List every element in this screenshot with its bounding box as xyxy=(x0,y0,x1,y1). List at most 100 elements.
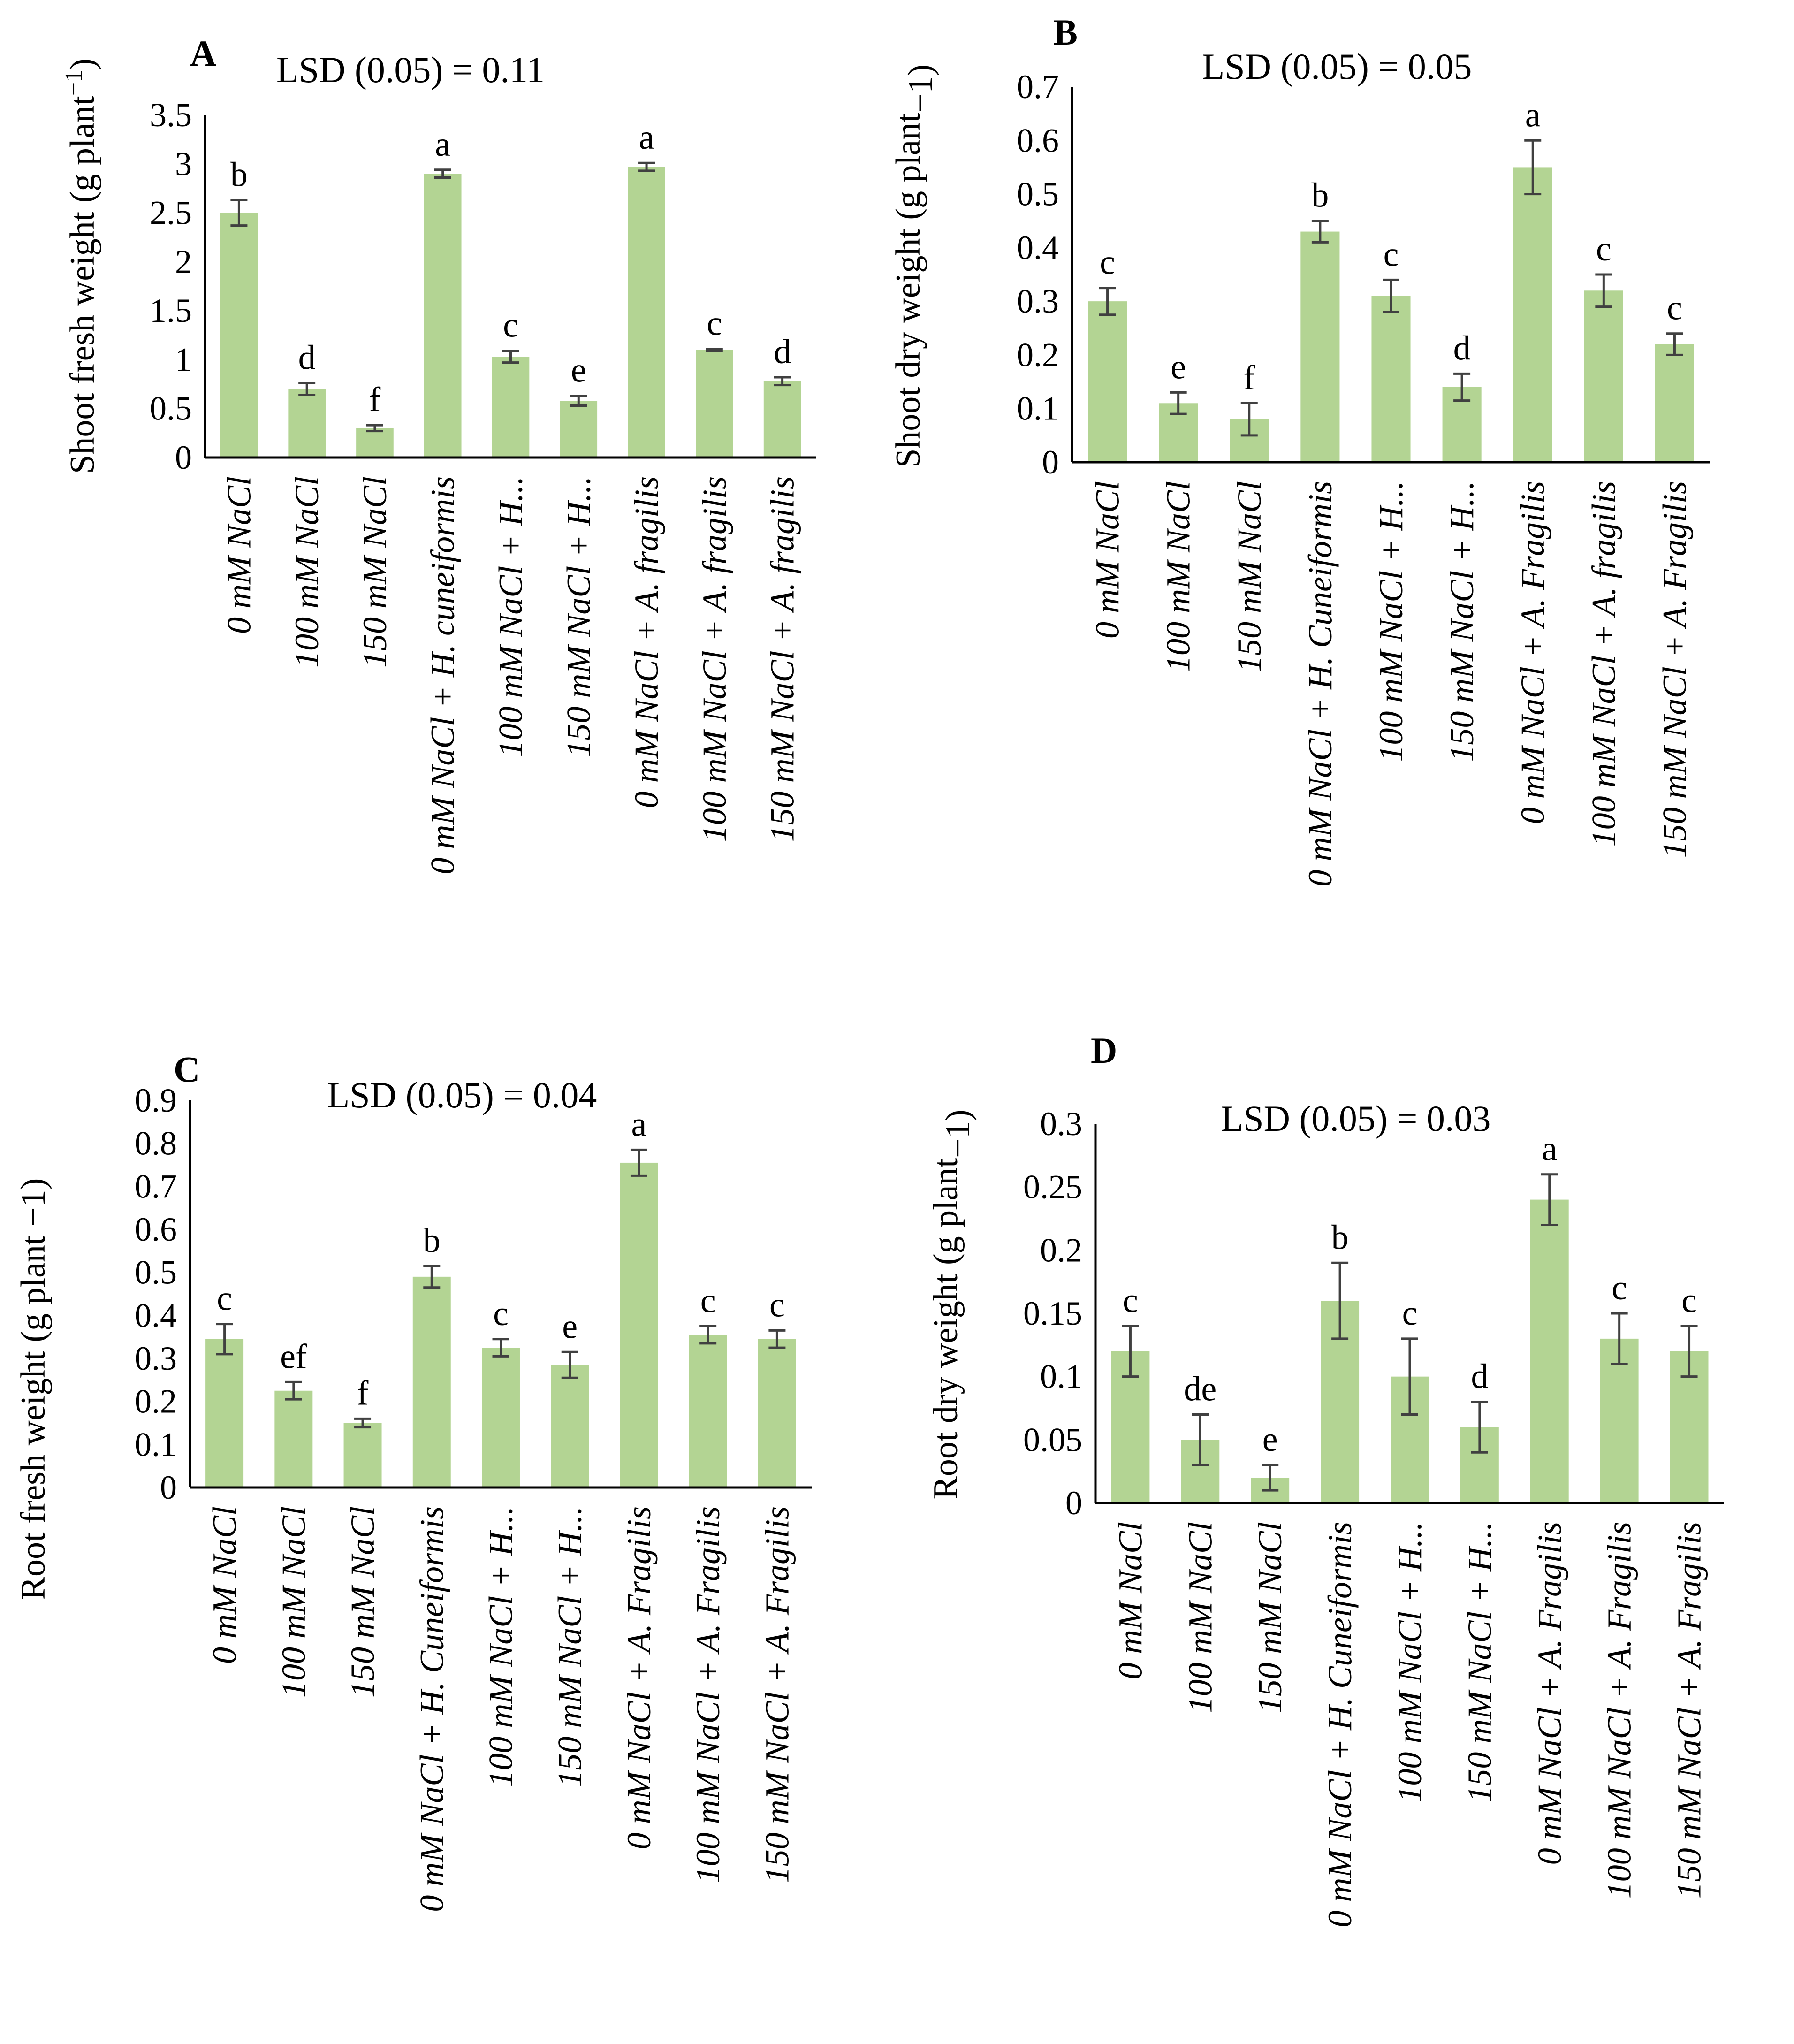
panel-c-significance-letter: b xyxy=(423,1221,441,1260)
panel-a-y-axis-title: Shoot fresh weight (g plant−1) xyxy=(61,58,102,474)
panel-b-significance-letter: c xyxy=(1100,244,1115,282)
panel-d-x-tick-label: 0 mM NaCl + H. Cuneiformis xyxy=(1321,1522,1359,1928)
panel-c-bar xyxy=(689,1335,727,1487)
panel-c-significance-letter: c xyxy=(217,1280,232,1318)
panel-d-error-bar xyxy=(1680,1325,1698,1378)
panel-d-significance-letter: de xyxy=(1184,1370,1216,1408)
panel-c-y-tick-label: 0.3 xyxy=(135,1340,177,1377)
panel-c-error-bar xyxy=(354,1417,372,1429)
panel-a-significance-letter: a xyxy=(435,125,450,164)
panel-a-y-tick-label: 3 xyxy=(175,145,192,183)
panel-d-significance-letter: c xyxy=(1402,1294,1418,1333)
panel-c-x-tick-label: 150 mM NaCl + A. Fragilis xyxy=(758,1506,796,1883)
panel-a-bar xyxy=(220,213,258,458)
panel-c-error-bar xyxy=(630,1148,647,1177)
panel-c-significance-letter: c xyxy=(493,1295,509,1333)
panel-a-error-bar xyxy=(706,347,723,352)
panel-c-y-axis-title-main: Root fresh weight (g plant −1) xyxy=(14,1178,53,1600)
panel-b-x-tick-label: 0 mM NaCl + A. Fragilis xyxy=(1514,481,1551,824)
panel-c-x-tick-label: 150 mM NaCl + H... xyxy=(551,1506,589,1787)
panel-b-x-tick-label: 150 mM NaCl + H... xyxy=(1443,481,1481,762)
panel-b-error-bar xyxy=(1311,220,1329,244)
panel-a-significance-letter: c xyxy=(503,306,518,345)
panel-b-label: B xyxy=(1053,12,1078,53)
panel-a-y-axis-title-sup: −1 xyxy=(61,70,87,96)
panel-b-x-tick-label: 0 mM NaCl xyxy=(1089,481,1126,639)
panel-c-y-axis-title: Root fresh weight (g plant −1) xyxy=(14,1178,53,1600)
panel-b-x-tick-label: 100 mM NaCl xyxy=(1160,481,1197,672)
panel-b-y-axis-title-main: Shoot dry weight (g plant xyxy=(889,113,927,468)
panel-b-significance-letter: c xyxy=(1667,289,1682,328)
panel-a-x-tick-label: 150 mM NaCl + A. fragilis xyxy=(764,476,801,842)
panel-c-error-bar xyxy=(423,1265,441,1289)
panel-d-y-tick-label: 0.05 xyxy=(1023,1421,1082,1458)
panel-d-y-axis-title-main: Root dry weight (g plant xyxy=(927,1158,965,1499)
panel-c-x-tick-label: 0 mM NaCl + A. Fragilis xyxy=(620,1506,658,1849)
panel-a-y-tick-label: 2 xyxy=(175,243,192,281)
panel-d-significance-letter: c xyxy=(1681,1281,1697,1320)
panel-a-y-tick-label: 0.5 xyxy=(150,390,192,427)
panel-a-x-tick-label: 100 mM NaCl + A. fragilis xyxy=(696,476,733,842)
panel-a-x-tick-label: 0 mM NaCl + A. fragilis xyxy=(628,476,665,808)
panel-c-bar xyxy=(412,1276,451,1487)
panel-d-label: D xyxy=(1091,1030,1117,1071)
panel-d-x-tick-label: 0 mM NaCl xyxy=(1111,1522,1149,1679)
panel-b-significance-letter: b xyxy=(1311,176,1329,215)
panel-b-error-bar xyxy=(1170,391,1187,415)
panel-d-significance-letter: d xyxy=(1471,1358,1488,1396)
panel-d-error-bar xyxy=(1192,1413,1209,1466)
panel-c-x-tick-label: 100 mM NaCl + A. Fragilis xyxy=(689,1506,727,1883)
panel-a-bar xyxy=(492,357,530,458)
panel-d-x-tick-label: 150 mM NaCl + A. Fragilis xyxy=(1671,1522,1708,1899)
panel-b-y-axis-title: Shoot dry weight (g plant−1) xyxy=(889,64,940,468)
panel-d-y-tick-label: 0.3 xyxy=(1040,1105,1082,1143)
panel-c-error-bar xyxy=(699,1325,717,1345)
panel-c-y-tick-label: 0.1 xyxy=(135,1426,177,1463)
panel-b-significance-letter: a xyxy=(1525,96,1541,134)
panel-a-bar xyxy=(560,401,598,458)
panel-d-y-tick-label: 0.1 xyxy=(1040,1358,1082,1396)
panel-c-x-tick-label: 0 mM NaCl + H. Cuneiformis xyxy=(413,1506,450,1912)
panel-b-significance-letter: e xyxy=(1171,348,1186,386)
panel-a-y-axis-title-end: ) xyxy=(63,58,102,70)
panel-a-title: LSD (0.05) = 0.11 xyxy=(276,49,545,90)
panel-a-significance-letter: f xyxy=(369,381,381,419)
panel-a-bar xyxy=(356,428,394,458)
panel-d-x-tick-label: 150 mM NaCl xyxy=(1251,1522,1289,1713)
panel-c-y-tick-label: 0.4 xyxy=(135,1297,177,1334)
panel-d-x-tick-label: 100 mM NaCl xyxy=(1181,1522,1219,1713)
panel-a-error-bar xyxy=(502,350,519,364)
panel-d-error-bar xyxy=(1331,1261,1349,1340)
panel-c-x-tick-label: 0 mM NaCl xyxy=(206,1506,243,1664)
panel-a-plot-area: 0 0.5 1 1.5 2 2.5 3 3.5 b 0 mM NaCl d 100 mM NaCl f 1… xyxy=(150,96,816,875)
panel-c-y-tick-label: 0.6 xyxy=(135,1211,177,1248)
panel-b-bar xyxy=(1655,344,1694,462)
panel-c-plot-area: 00.10.20.30.40.50.60.70.80.9c0 mM NaClef… xyxy=(135,1082,812,1912)
panel-d-error-bar xyxy=(1611,1312,1628,1365)
panel-d-significance-letter: b xyxy=(1331,1218,1349,1257)
panel-d-y-tick-label: 0 xyxy=(1065,1484,1082,1522)
panel-a-y-axis-title-main: Shoot fresh weight (g plant xyxy=(63,96,102,474)
panel-a-x-tick-label: 150 mM NaCl + H... xyxy=(560,476,597,757)
panel-c-error-bar xyxy=(285,1380,302,1401)
panel-c-y-tick-label: 0.2 xyxy=(135,1383,177,1420)
panel-a-y-tick-label: 1.5 xyxy=(150,292,192,329)
panel-a-error-bar xyxy=(366,424,383,433)
panel-c-bar xyxy=(343,1423,382,1487)
panel-a-error-bar xyxy=(774,376,791,387)
panel-c-bar xyxy=(274,1390,313,1487)
panel-c-error-bar xyxy=(216,1323,233,1356)
panel-c-y-tick-label: 0.7 xyxy=(135,1167,177,1205)
panel-a-x-tick-label: 0 mM NaCl xyxy=(220,476,258,634)
panel-c-title: LSD (0.05) = 0.04 xyxy=(327,1075,597,1115)
panel-d-y-tick-label: 0.2 xyxy=(1040,1231,1082,1269)
panel-d-error-bar xyxy=(1262,1464,1279,1492)
panel-b-title: LSD (0.05) = 0.05 xyxy=(1202,46,1472,87)
panel-b-bar xyxy=(1584,290,1623,462)
panel-a-x-tick-label: 100 mM NaCl + H... xyxy=(492,476,530,757)
panel-b-y-tick-label: 0.1 xyxy=(1017,390,1059,427)
panel-a-label: A xyxy=(190,33,216,74)
panel-d-x-tick-label: 150 mM NaCl + H... xyxy=(1461,1522,1498,1803)
panel-c-bar xyxy=(620,1162,658,1487)
